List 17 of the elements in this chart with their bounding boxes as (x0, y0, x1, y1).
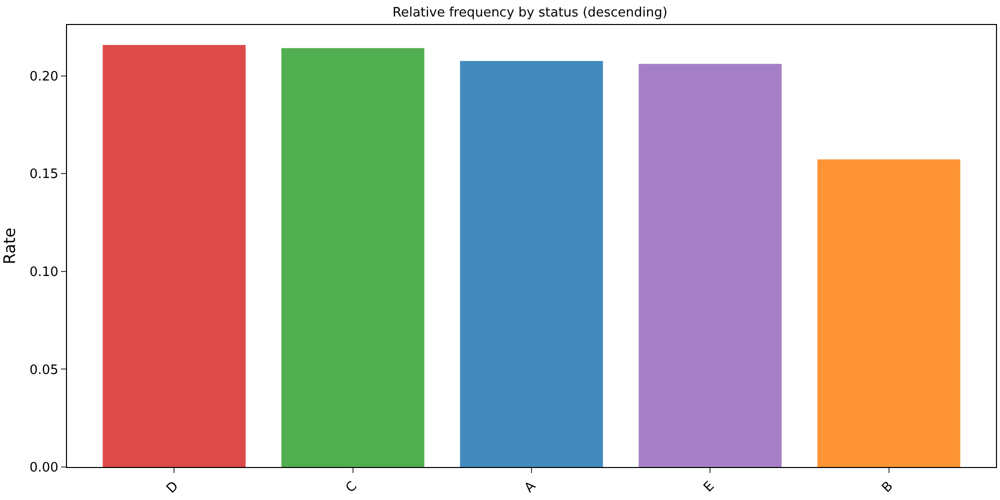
y-tick-label: 0.00 (29, 460, 58, 476)
bar (817, 159, 960, 467)
bar (460, 60, 603, 467)
y-tick-label: 0.20 (29, 69, 58, 84)
chart-title: Relative frequency by status (descending) (392, 6, 668, 21)
bar (638, 64, 782, 467)
x-tick-label: D (164, 478, 182, 497)
y-axis-title: Rate (0, 228, 19, 264)
y-tick-label: 0.15 (29, 167, 58, 182)
bar (281, 48, 424, 467)
x-tick-label: B (879, 478, 896, 496)
y-tick-label: 0.10 (29, 264, 58, 280)
x-tick-label: A (522, 478, 539, 496)
y-tick-label: 0.05 (29, 362, 58, 378)
bar (102, 44, 246, 467)
x-tick-label: C (343, 478, 360, 496)
x-tick-label: E (701, 478, 718, 496)
